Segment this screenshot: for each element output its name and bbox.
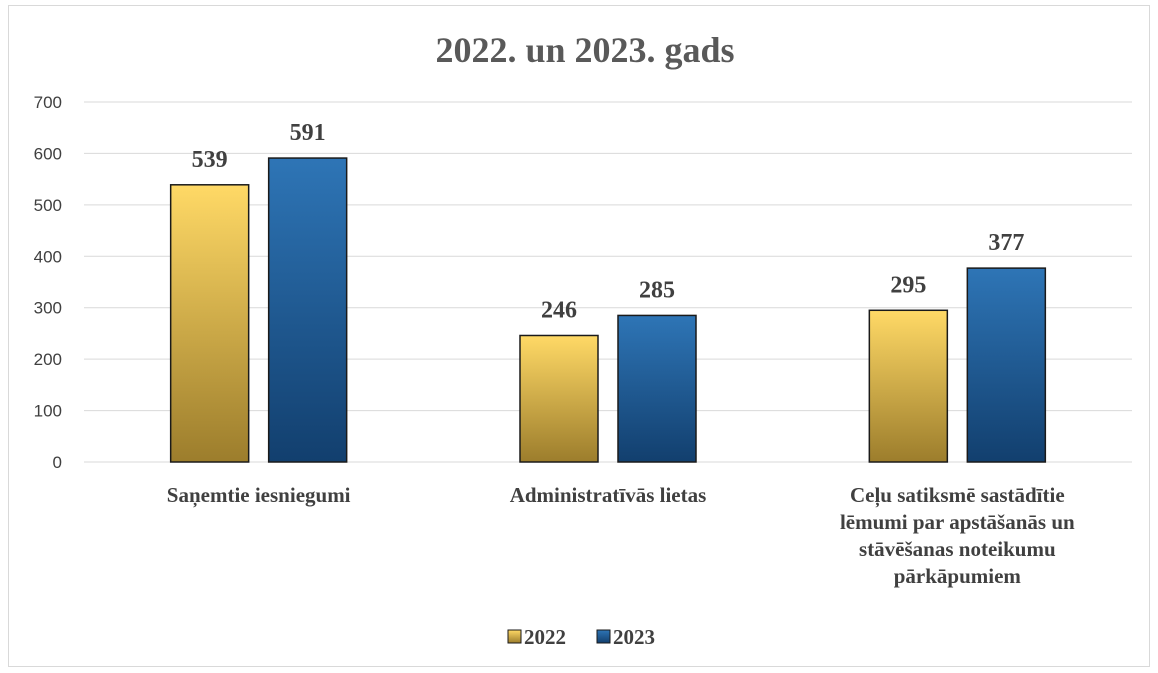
legend-label: 2023: [613, 625, 655, 649]
y-axis: 0 100 200 300 400 500 600 700: [34, 93, 62, 472]
y-tick-label: 0: [53, 453, 62, 472]
data-label: 377: [988, 230, 1024, 256]
y-tick-label: 400: [34, 247, 62, 266]
category-label: Administratīvās lietas: [510, 483, 707, 507]
data-label: 246: [541, 297, 577, 323]
y-tick-label: 600: [34, 144, 62, 163]
y-tick-label: 200: [34, 350, 62, 369]
bar-2022-2: [868, 309, 949, 463]
category-label: stāvēšanas noteikumu: [859, 537, 1056, 561]
data-label: 285: [639, 277, 675, 303]
y-tick-label: 100: [34, 402, 62, 421]
data-label: 591: [290, 120, 326, 146]
bars: [169, 157, 1047, 463]
data-labels: 539 591 246 285 295 377: [192, 120, 1025, 323]
x-axis-categories: Saņemtie iesniegumi Administratīvās lieta…: [167, 483, 1075, 588]
category-label: lēmumi par apstāšanās un: [840, 510, 1075, 534]
legend: 2022 2023: [507, 625, 655, 649]
category-label: pārkāpumiem: [894, 564, 1022, 588]
legend-swatch-2023: [596, 629, 611, 644]
legend-swatch-2022: [507, 629, 522, 644]
bar-2023-2: [966, 267, 1047, 463]
data-label: 295: [890, 272, 926, 298]
bar-2022-0: [169, 184, 250, 463]
bar-2022-1: [519, 334, 599, 463]
bar-2023-0: [267, 157, 348, 463]
y-tick-label: 700: [34, 93, 62, 112]
chart-title: 2022. un 2023. gads: [435, 30, 734, 70]
legend-label: 2022: [524, 625, 566, 649]
y-tick-label: 300: [34, 299, 62, 318]
data-label: 539: [192, 147, 228, 173]
gridlines: [84, 101, 1132, 463]
category-label: Ceļu satiksmē sastādītie: [850, 483, 1065, 508]
bar-2023-1: [617, 314, 697, 463]
y-tick-label: 500: [34, 196, 62, 215]
category-label: Saņemtie iesniegumi: [167, 483, 351, 508]
